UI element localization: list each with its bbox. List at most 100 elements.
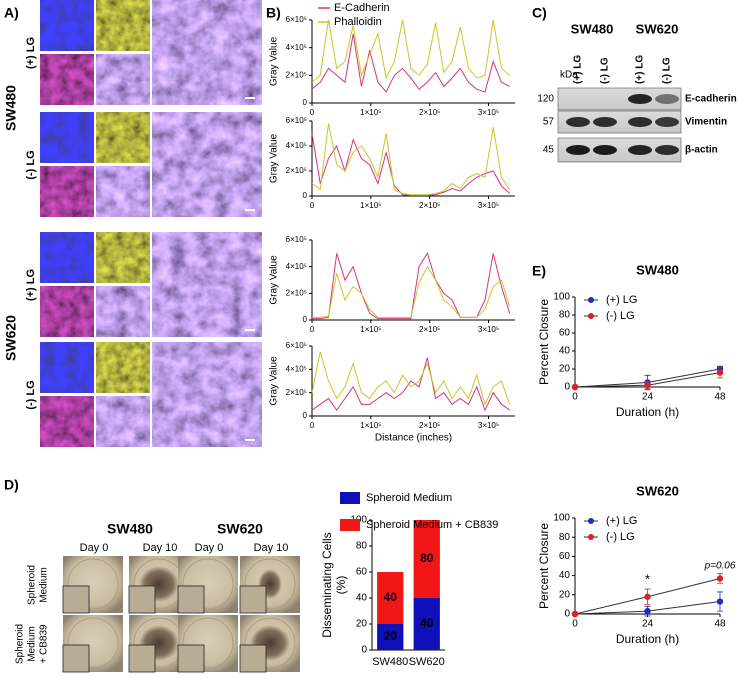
series-line: [312, 265, 511, 318]
micrograph: [96, 342, 150, 393]
legend-swatch: [588, 297, 594, 303]
bar-segment: [377, 624, 404, 650]
y-tick-label: 6×10⁵: [286, 116, 307, 125]
x-tick-label: 3×10⁵: [478, 421, 499, 430]
legend-swatch: [588, 313, 594, 319]
lane-label: (-) LG: [662, 57, 673, 84]
series-line: [311, 357, 510, 412]
blot-band: [655, 145, 679, 155]
lane-label: (+) LG: [573, 55, 584, 84]
data-point: [644, 607, 651, 615]
micrograph: [96, 0, 150, 51]
mw-label: 120: [537, 94, 554, 105]
y-tick-label: 0: [303, 98, 308, 107]
legend-label: Spheroid Medium + CB839: [366, 519, 498, 531]
cell-line-header: SW480: [571, 21, 614, 36]
annotation: *: [645, 571, 650, 586]
blot-band: [593, 145, 617, 155]
y-axis-label: (%): [334, 576, 348, 595]
y-tick-label: 0: [361, 645, 367, 656]
x-tick-label: 48: [714, 392, 726, 403]
x-tick-label: SW620: [409, 656, 445, 668]
micrograph-merge: [152, 342, 262, 447]
condition-label: + CB839: [39, 624, 50, 664]
legend-label: (-) LG: [606, 310, 635, 322]
chart-title: SW480: [636, 262, 679, 277]
y-tick-label: 60: [559, 328, 571, 339]
x-tick-label: 1×10⁵: [360, 201, 381, 210]
y-axis-label: Gray Value: [269, 255, 280, 305]
x-tick-label: 1×10⁵: [360, 421, 381, 430]
spheroid-rim: [182, 617, 234, 669]
y-tick-label: 60: [559, 551, 571, 562]
y-tick-label: 2×10⁵: [286, 166, 307, 175]
chart-title: SW620: [636, 483, 679, 498]
panel-label: D): [4, 477, 19, 493]
legend-swatch: [588, 534, 594, 540]
unit-label: kDa: [560, 70, 578, 81]
cell-line-header: SW480: [107, 521, 153, 537]
data-point: [644, 593, 651, 600]
condition-label: Medium: [39, 567, 50, 603]
spheroid-rim: [182, 558, 234, 610]
condition-label: (+) LG: [25, 37, 37, 69]
legend-swatch: [588, 518, 594, 524]
series-line: [311, 33, 510, 93]
inset: [177, 585, 205, 614]
x-tick-label: 24: [642, 392, 654, 403]
y-tick-label: 4×10⁵: [286, 262, 307, 271]
y-axis-label: Percent Closure: [537, 299, 551, 385]
x-tick-label: 48: [714, 619, 726, 630]
y-tick-label: 20: [559, 589, 571, 600]
micrograph: [40, 232, 94, 283]
data-point: [716, 598, 724, 605]
y-tick-label: 0: [564, 609, 570, 620]
value-label: 20: [384, 629, 398, 643]
y-tick-label: 100: [553, 513, 570, 524]
cell-line-header: SW620: [636, 21, 679, 36]
protein-label: β-actin: [685, 145, 718, 156]
panel-label: A): [4, 5, 19, 21]
micrograph-merge: [152, 112, 262, 217]
y-tick-label: 4×10⁵: [286, 364, 307, 373]
lane-label: (-) LG: [600, 57, 611, 84]
spheroid-rim: [244, 558, 296, 610]
y-tick-label: 60: [356, 567, 368, 578]
x-tick-label: 0: [310, 108, 315, 117]
y-axis-label: Gray Value: [269, 356, 280, 406]
data-point: [571, 383, 579, 391]
legend-label: (+) LG: [606, 294, 637, 306]
panel-label: C): [532, 5, 547, 21]
y-tick-label: 6×10⁵: [286, 235, 307, 244]
x-tick-label: 2×10⁵: [419, 201, 440, 210]
value-label: 80: [420, 551, 434, 565]
spheroid-rim: [67, 617, 119, 669]
y-tick-label: 40: [559, 346, 571, 357]
panel-label: B): [266, 5, 281, 21]
y-axis-label: Disseminating Cells: [320, 532, 334, 637]
micrograph: [40, 0, 94, 51]
legend-label: Phalloidin: [334, 16, 382, 28]
x-tick-label: 0: [572, 392, 578, 403]
y-tick-label: 2×10⁵: [286, 388, 307, 397]
x-tick-label: 2×10⁵: [419, 108, 440, 117]
inset: [62, 585, 90, 614]
day-label: Day 10: [143, 542, 178, 554]
condition-label: Medium: [27, 626, 38, 662]
protein-label: Vimentin: [685, 117, 727, 128]
bar-segment: [413, 520, 440, 598]
y-axis-label: Percent Closure: [537, 523, 551, 609]
y-tick-label: 20: [356, 619, 368, 630]
y-tick-label: 2×10⁵: [286, 288, 307, 297]
blot-band: [628, 117, 652, 127]
blot-band: [593, 117, 617, 127]
y-tick-label: 80: [356, 541, 368, 552]
bar-segment: [377, 572, 404, 624]
lane-label: (+) LG: [635, 55, 646, 84]
y-axis-label: Gray Value: [269, 36, 280, 86]
x-tick-label: 0: [572, 619, 578, 630]
spheroid-rim: [67, 558, 119, 610]
data-point: [716, 369, 724, 376]
x-tick-label: SW480: [372, 656, 408, 668]
